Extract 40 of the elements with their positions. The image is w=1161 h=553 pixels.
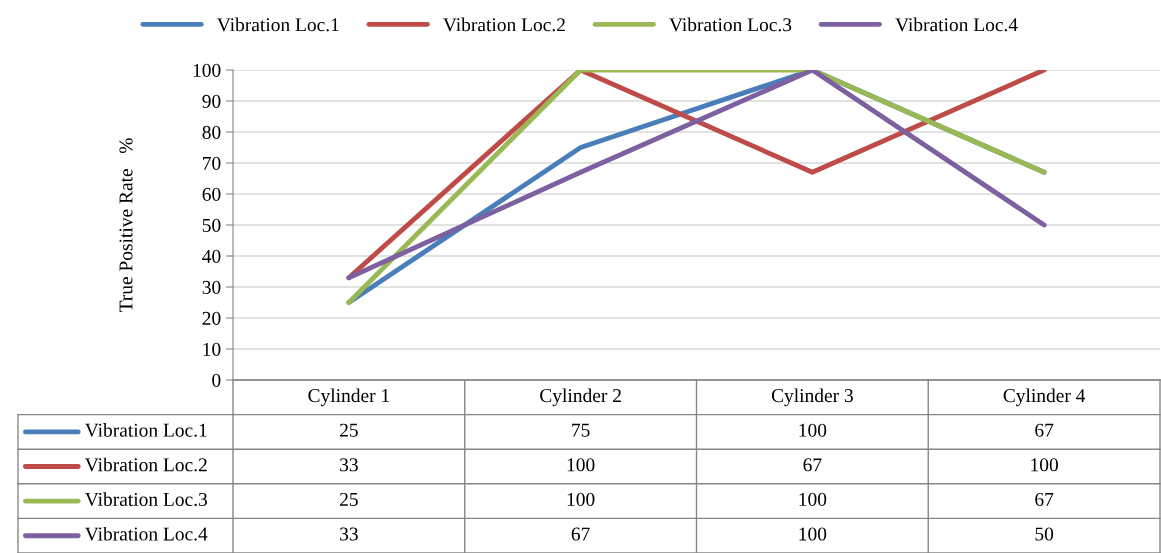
y-axis-title: True Positive Rate % [119,138,133,313]
x-tick-label: Cylinder 3 [771,388,853,407]
y-tick-label: 90 [202,94,221,108]
y-tick-label: 60 [202,187,221,201]
data-label: 100 [799,492,827,506]
text: Vibration Loc.1 [84,423,207,437]
y-tick-label: 40 [202,249,221,263]
data-label: 100 [567,492,595,506]
y-tick-label: 10 [203,342,221,356]
data-label: 33 [340,458,358,472]
data-label: 100 [799,527,827,541]
data-label: 25 [340,492,358,506]
legend-label: Vibration Loc.3 [669,17,792,32]
data-label: 75 [572,423,590,437]
data-label: 25 [340,423,358,437]
data-label: 100 [799,423,827,437]
text: Vibration Loc.2 [84,457,207,472]
legend-label: Vibration Loc.1 [217,17,339,32]
data-label: 67 [1035,423,1054,437]
legend-label: Vibration Loc.2 [443,17,565,32]
x-tick-label: Cylinder 2 [540,388,621,407]
y-tick-label: 100 [193,63,221,77]
x-tick-label: Cylinder 4 [1003,388,1086,407]
x-tick-label: Cylinder 1 [308,388,390,407]
text: Vibration Loc.3 [84,492,208,507]
text: Vibration Loc.4 [84,526,208,541]
data-label: 100 [567,458,595,472]
data-label: 67 [571,527,590,541]
data-label: 100 [1031,458,1058,472]
y-tick-label: 50 [202,218,221,232]
data-label: 50 [1035,527,1054,541]
data-label: 33 [340,527,358,541]
y-tick-label: 70 [203,156,221,170]
y-tick-label: 80 [202,125,221,139]
data-label: 67 [803,458,822,472]
y-tick-label: 0 [212,373,221,387]
y-tick-label: 20 [202,311,221,325]
data-label: 67 [1035,492,1054,506]
legend-label: Vibration Loc.4 [895,17,1018,32]
y-tick-label: 30 [202,280,221,294]
